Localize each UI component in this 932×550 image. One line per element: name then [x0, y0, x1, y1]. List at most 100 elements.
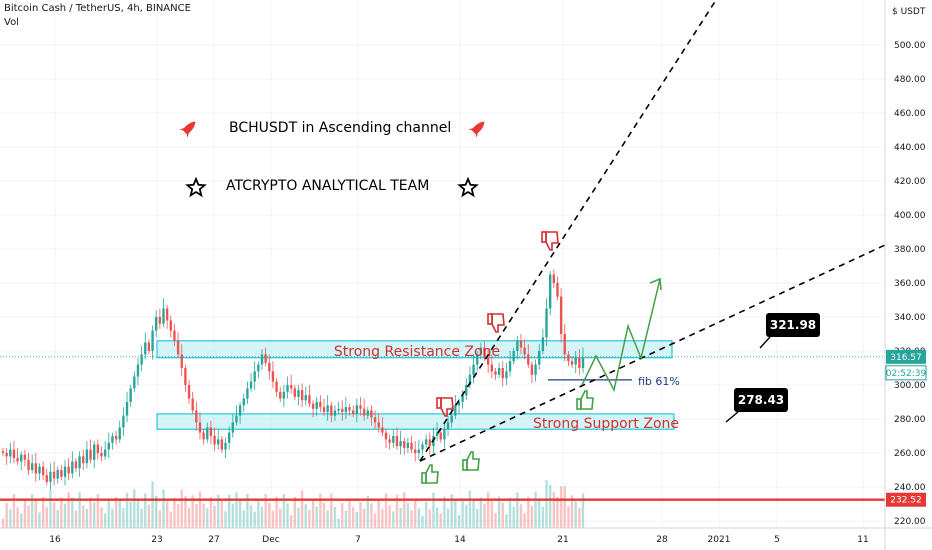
candle-body [227, 432, 231, 443]
volume-bar [465, 504, 468, 528]
volume-bar [45, 507, 48, 528]
volume-bar [82, 505, 85, 528]
volume-bar [406, 502, 410, 528]
volume-bar [93, 502, 96, 528]
candle-body [352, 410, 355, 414]
candle-body [414, 449, 417, 453]
volume-bar [100, 507, 103, 528]
volume-bar [352, 507, 355, 528]
candle-body [264, 354, 267, 363]
volume-bar [578, 507, 581, 528]
candle-body [82, 456, 85, 464]
volume-bar [505, 514, 508, 528]
support-zone-label: Strong Support Zone [533, 416, 679, 432]
candle-body [111, 436, 114, 443]
time-tick-label: 2021 [708, 535, 731, 545]
thumb-hand [466, 451, 480, 471]
volume-bar [468, 490, 472, 528]
thumb-hand [440, 397, 454, 417]
volume-bar [275, 496, 278, 528]
resistance-zone-label: Strong Resistance Zone [334, 344, 500, 360]
candle-body [373, 417, 377, 423]
candle-body [450, 415, 453, 423]
volume-bar [85, 508, 89, 528]
candle-body [443, 429, 446, 440]
volume-bar [231, 503, 234, 528]
candle-body [286, 385, 289, 392]
candle-body [435, 432, 439, 436]
candle-body [392, 436, 395, 443]
candle-body [260, 354, 264, 365]
time-tick-label: 21 [557, 535, 568, 545]
volume-bar [49, 490, 52, 528]
volume-bar [538, 497, 541, 528]
time-tick-label: 28 [656, 535, 668, 545]
volume-bar [147, 505, 151, 528]
volume-bar [52, 502, 56, 528]
volume-bar [403, 492, 406, 528]
candle-body [85, 449, 89, 464]
volume-bar [308, 510, 311, 528]
volume-bar [1, 518, 5, 528]
title-line: BCHUSDT in Ascending channel [229, 120, 451, 136]
candle-body [158, 317, 162, 324]
volume-bar [454, 500, 457, 528]
candle-body [34, 463, 38, 474]
volume-bar [235, 492, 238, 528]
candle-body [315, 402, 318, 409]
candle-body [293, 388, 297, 397]
volume-bar [213, 506, 216, 528]
volume-bar [20, 513, 23, 528]
candle-body [406, 442, 410, 448]
red-level-badge-bg [886, 492, 926, 507]
candle-body [176, 340, 180, 355]
candle-body [41, 466, 45, 476]
candle-body [289, 385, 293, 389]
time-tick-label: 14 [454, 535, 466, 545]
candle-body [508, 361, 512, 372]
volume-bar [362, 508, 366, 528]
volume-bar [315, 506, 318, 528]
candle-body [541, 337, 545, 351]
volume-bar [494, 513, 497, 528]
volume-bar [71, 497, 74, 528]
volume-bar [479, 497, 483, 528]
volume-bar [512, 506, 515, 528]
volume-bar [348, 498, 351, 528]
time-tick-label: 11 [857, 535, 868, 545]
volume-bar [63, 503, 67, 528]
candle-body [384, 432, 388, 440]
candle-body [173, 330, 176, 341]
time-tick-label: Dec [262, 535, 279, 545]
volume-bar [184, 496, 187, 528]
time-tick-label: 27 [208, 535, 219, 545]
countdown-badge-text: 02:52:39 [886, 369, 927, 379]
candle-body [403, 441, 406, 448]
candle-body [297, 390, 300, 397]
price-axis[interactable]: 220.00240.00260.00280.00300.00320.00340.… [884, 0, 927, 550]
volume-bar [377, 499, 380, 528]
target-upper-callout-leader [759, 336, 771, 349]
channel-lower-line [419, 244, 886, 462]
time-axis[interactable]: 16 23 27 Dec 7 14 21 28 2021 5 11 [0, 527, 932, 545]
volume-bar [483, 503, 486, 528]
rocket-icon [179, 121, 196, 138]
volume-bar [202, 503, 205, 528]
price-tick-label: 500.00 [894, 41, 926, 51]
candle-body [184, 368, 187, 385]
thumbs-up-icon [421, 464, 439, 484]
candle-body [257, 364, 260, 372]
candle-body [56, 470, 59, 479]
candle-body [300, 390, 304, 401]
volume-bar [443, 496, 446, 528]
volume-bar [5, 503, 8, 528]
countdown-border [885, 365, 927, 381]
volume-bar [333, 506, 337, 528]
volume-bar [144, 493, 147, 528]
candle-body [534, 364, 537, 375]
volume-bar [300, 490, 304, 528]
volume-bar [133, 489, 136, 528]
candle-body [169, 320, 172, 331]
candle-body [304, 395, 307, 401]
